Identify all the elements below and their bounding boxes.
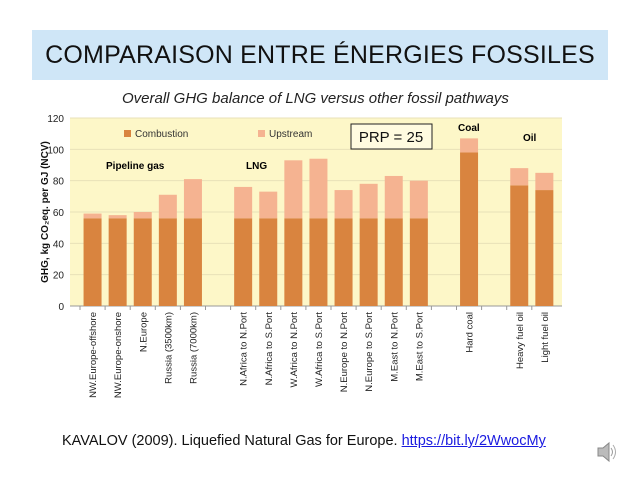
bar-combustion bbox=[183, 218, 202, 306]
y-tick-label: 100 bbox=[47, 145, 64, 156]
x-tick-label: W.Africa to N.Port bbox=[289, 312, 300, 388]
bar-combustion bbox=[83, 218, 102, 306]
x-tick-label: Light fuel oil bbox=[540, 312, 551, 363]
group-label-lng: LNG bbox=[246, 161, 267, 172]
bar-upstream bbox=[108, 215, 127, 219]
slide-title: COMPARAISON ENTRE ÉNERGIES FOSSILES bbox=[45, 40, 595, 69]
y-tick-label: 0 bbox=[58, 302, 64, 313]
x-tick-label: Heavy fuel oil bbox=[515, 312, 526, 369]
bar-combustion bbox=[259, 218, 278, 306]
bar-combustion bbox=[108, 218, 127, 306]
legend-swatch-upstream bbox=[258, 130, 265, 137]
bar-combustion bbox=[158, 218, 177, 306]
y-tick-label: 40 bbox=[53, 239, 65, 250]
bar-combustion bbox=[133, 218, 152, 306]
bar-upstream bbox=[409, 180, 428, 219]
bar-upstream bbox=[359, 183, 378, 219]
source-citation: KAVALOV (2009). Liquefied Natural Gas fo… bbox=[62, 433, 546, 449]
bar-upstream bbox=[234, 186, 253, 219]
bar-upstream bbox=[334, 190, 353, 219]
y-tick-label: 80 bbox=[53, 177, 65, 188]
x-tick-label: N.Europe bbox=[138, 312, 149, 352]
bar-upstream bbox=[183, 179, 202, 219]
legend: Combustion Upstream bbox=[124, 129, 312, 140]
bar-upstream bbox=[284, 160, 303, 219]
bar-upstream bbox=[460, 138, 479, 153]
bar-combustion bbox=[460, 152, 479, 306]
bar-upstream bbox=[535, 172, 554, 191]
speaker-icon[interactable] bbox=[596, 440, 618, 464]
bar-combustion bbox=[284, 218, 303, 306]
bar-combustion bbox=[384, 218, 403, 306]
x-tick-label: M.East to S.Port bbox=[414, 312, 425, 382]
legend-swatch-combustion bbox=[124, 130, 131, 137]
bar-upstream bbox=[83, 213, 102, 219]
x-tick-label: W.Africa to S.Port bbox=[314, 312, 325, 387]
source-link[interactable]: https://bit.ly/2WwocMy bbox=[401, 433, 546, 449]
bar-upstream bbox=[510, 168, 529, 186]
bar-combustion bbox=[409, 218, 428, 306]
bar-combustion bbox=[234, 218, 253, 306]
y-tick-label: 20 bbox=[53, 271, 65, 282]
bar-upstream bbox=[158, 194, 177, 219]
x-tick-label: M.East to N.Port bbox=[389, 312, 400, 382]
title-band: COMPARAISON ENTRE ÉNERGIES FOSSILES bbox=[32, 30, 608, 80]
y-tick-label: 60 bbox=[53, 208, 65, 219]
citation-text: KAVALOV (2009). Liquefied Natural Gas fo… bbox=[62, 433, 402, 449]
x-tick-label: Hard coal bbox=[465, 312, 476, 353]
bar-upstream bbox=[309, 158, 328, 219]
x-tick-label: NW.Europe-onshore bbox=[113, 312, 124, 398]
legend-upstream: Upstream bbox=[269, 129, 312, 140]
x-tick-label: N.Africa to N.Port bbox=[239, 312, 250, 386]
annotation-prp: PRP = 25 bbox=[359, 129, 423, 146]
bar-combustion bbox=[535, 190, 554, 306]
y-tick-label: 120 bbox=[47, 114, 64, 125]
x-tick-label: Russia (3500km) bbox=[163, 312, 174, 384]
annotation-box bbox=[350, 123, 433, 150]
bar-upstream bbox=[259, 191, 278, 219]
x-tick-label: N.Africa to S.Port bbox=[264, 312, 275, 386]
bar-combustion bbox=[309, 218, 328, 306]
group-label-oil: Oil bbox=[523, 133, 537, 144]
bar-combustion bbox=[359, 218, 378, 306]
x-tick-label: NW.Europe-offshore bbox=[88, 312, 99, 398]
x-tick-label: N.Europe to N.Port bbox=[339, 312, 350, 393]
group-label-pipeline-gas: Pipeline gas bbox=[106, 161, 165, 172]
bar-combustion bbox=[510, 185, 529, 306]
group-label-coal: Coal bbox=[458, 123, 480, 134]
bar-combustion bbox=[334, 218, 353, 306]
x-tick-label: N.Europe to S.Port bbox=[364, 312, 375, 392]
bar-upstream bbox=[384, 175, 403, 219]
x-tick-label: Russia (7000km) bbox=[188, 312, 199, 384]
bar-upstream bbox=[133, 212, 152, 219]
y-axis-label: GHG, kg CO₂eq. per GJ (NCV) bbox=[40, 141, 51, 283]
chart-title: Overall GHG balance of LNG versus other … bbox=[122, 90, 509, 107]
legend-combustion: Combustion bbox=[135, 129, 188, 140]
